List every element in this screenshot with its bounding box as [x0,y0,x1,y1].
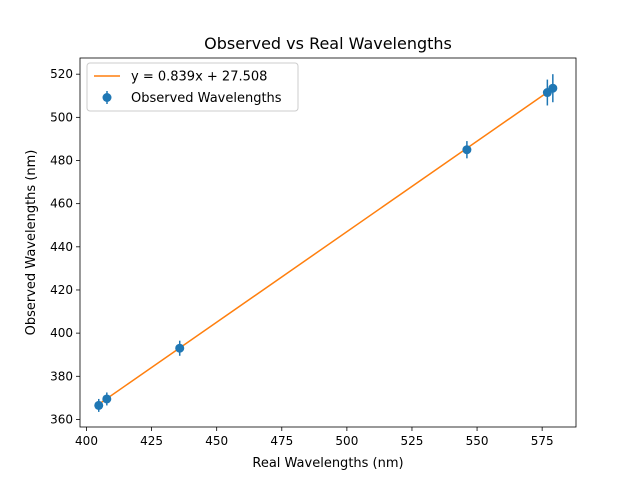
chart-title: Observed vs Real Wavelengths [204,34,452,53]
data-point [175,343,185,353]
y-axis-label: Observed Wavelengths (nm) [24,150,39,336]
x-tick-label: 550 [466,434,489,448]
plot-frame [79,57,577,428]
fit-line-layer [98,87,554,405]
x-tick-label: 525 [401,434,424,448]
legend-label-fit-line: y = 0.839x + 27.508 [131,70,267,85]
x-tick-label: 450 [205,434,228,448]
y-tick-label: 500 [50,110,73,124]
data-point [462,145,472,155]
y-tick-label: 460 [50,197,73,211]
x-axis-label: Real Wavelengths (nm) [252,456,403,471]
x-tick-label: 575 [531,434,554,448]
data-point [102,394,112,404]
y-axis-ticks: 360 380 400 420 440 460 480 500 520 [50,67,80,426]
y-tick-label: 480 [50,154,73,168]
x-tick-label: 400 [75,434,98,448]
y-tick-label: 380 [50,369,73,383]
legend-label-observed: Observed Wavelengths [131,91,282,106]
data-points-layer [94,74,558,412]
data-point [94,400,104,410]
data-point [548,83,558,93]
x-axis-ticks: 400 425 450 475 500 525 550 575 [75,427,554,448]
fit-line [98,87,554,405]
y-tick-label: 440 [50,240,73,254]
legend: y = 0.839x + 27.508 Observed Wavelengths [86,62,299,112]
x-tick-label: 425 [140,434,163,448]
plot-area: 400 425 450 475 500 525 550 575 360 380 400 420 440… [50,57,577,448]
y-tick-label: 420 [50,283,73,297]
y-tick-label: 520 [50,67,73,81]
legend-box [86,62,299,112]
y-tick-label: 360 [50,412,73,426]
y-tick-label: 400 [50,326,73,340]
legend-swatch-marker [102,93,112,102]
x-tick-label: 475 [270,434,293,448]
x-tick-label: 500 [335,434,358,448]
